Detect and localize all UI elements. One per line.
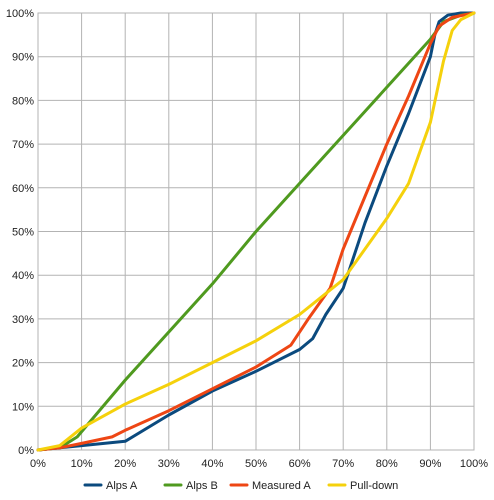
x-tick-label: 90% [419, 458, 441, 470]
series-lines [36, 11, 476, 452]
axes [37, 12, 475, 451]
legend-item-alps-a: Alps A [83, 480, 138, 492]
legend: Alps A Alps B Measured A Pull-down [83, 480, 398, 492]
y-tick-label: 50% [12, 227, 34, 239]
series-line-pull-down [36, 11, 476, 452]
x-tick-label: 80% [376, 458, 398, 470]
x-tick-label: 100% [460, 458, 488, 470]
series-line-measured-a [36, 11, 476, 452]
y-tick-label: 70% [12, 139, 34, 151]
y-tick-label: 90% [12, 52, 34, 64]
plot-area-border [37, 12, 475, 451]
legend-label: Measured A [252, 480, 311, 492]
x-tick-label: 40% [201, 458, 223, 470]
y-tick-label: 20% [12, 358, 34, 370]
legend-item-alps-b: Alps B [163, 480, 218, 492]
x-tick-label: 30% [158, 458, 180, 470]
y-tick-label: 0% [18, 445, 34, 457]
y-tick-label: 10% [12, 401, 34, 413]
x-tick-label: 20% [114, 458, 136, 470]
legend-label: Alps B [186, 480, 218, 492]
legend-label: Pull-down [350, 480, 398, 492]
x-tick-label: 10% [71, 458, 93, 470]
x-tick-label: 70% [332, 458, 354, 470]
y-tick-label: 40% [12, 270, 34, 282]
y-tick-label: 100% [6, 8, 34, 20]
y-tick-label: 80% [12, 95, 34, 107]
x-tick-label: 0% [30, 458, 46, 470]
series-line-alps-a [36, 11, 476, 452]
legend-label: Alps A [106, 480, 138, 492]
x-tick-label: 50% [245, 458, 267, 470]
y-tick-label: 30% [12, 314, 34, 326]
y-axis-tick-labels: 0% 10% 20% 30% 40% 50% 60% 70% 80% 90% 100% [6, 8, 34, 457]
legend-item-pull-down: Pull-down [327, 480, 398, 492]
x-tick-label: 60% [289, 458, 311, 470]
y-tick-label: 60% [12, 183, 34, 195]
x-axis-tick-labels: 0% 10% 20% 30% 40% 50% 60% 70% 80% 90% 100% [30, 458, 488, 470]
legend-item-measured-a: Measured A [229, 480, 311, 492]
